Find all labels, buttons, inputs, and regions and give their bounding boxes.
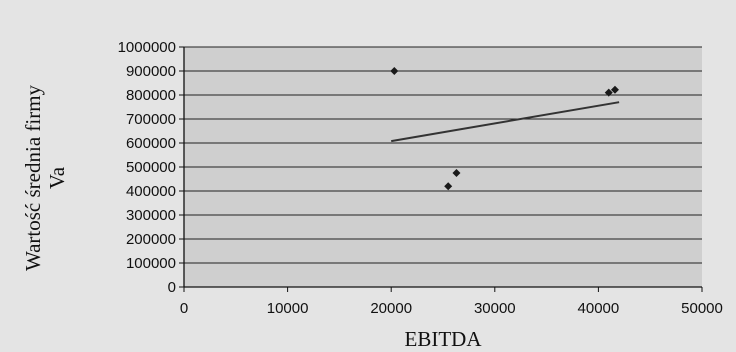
x-tick-label: 50000 <box>681 300 723 317</box>
y-tick-label: 0 <box>168 279 176 296</box>
data-points <box>390 67 619 191</box>
y-tick-label: 300000 <box>126 207 176 224</box>
data-point-4 <box>610 85 619 94</box>
data-point-1 <box>444 182 453 191</box>
y-tick-label: 700000 <box>126 111 176 128</box>
y-tick-label: 200000 <box>126 231 176 248</box>
gridlines <box>179 46 703 292</box>
y-tick-label: 600000 <box>126 135 176 152</box>
y-tick-label: 900000 <box>126 63 176 80</box>
x-tick-labels: 0 10000 20000 30000 40000 50000 <box>180 300 723 317</box>
x-axis-title: EBITDA <box>405 327 483 351</box>
y-axis-title: Wartość średnia firmy Va <box>21 84 69 271</box>
y-tick-label: 800000 <box>126 87 176 104</box>
y-axis-title-line-2: Va <box>45 166 69 189</box>
data-point-2 <box>452 169 461 177</box>
y-tick-labels: 0 100000 200000 300000 400000 500000 600000 700… <box>118 39 176 296</box>
y-tick-label: 100000 <box>126 255 176 272</box>
axes <box>183 47 702 288</box>
data-point-3 <box>604 88 613 97</box>
y-tick-label: 400000 <box>126 183 176 200</box>
data-point-0 <box>390 67 399 75</box>
x-tick-label: 0 <box>180 300 188 317</box>
y-tick-label: 500000 <box>126 159 176 176</box>
y-axis-title-line-1: Wartość średnia firmy <box>21 84 45 271</box>
x-tick-label: 20000 <box>370 300 412 317</box>
x-tick-label: 10000 <box>267 300 309 317</box>
y-tick-label: 1000000 <box>118 39 176 56</box>
x-tick-label: 40000 <box>578 300 620 317</box>
x-tick-label: 30000 <box>474 300 516 317</box>
trendline-group <box>391 101 620 143</box>
trendline <box>391 101 620 143</box>
